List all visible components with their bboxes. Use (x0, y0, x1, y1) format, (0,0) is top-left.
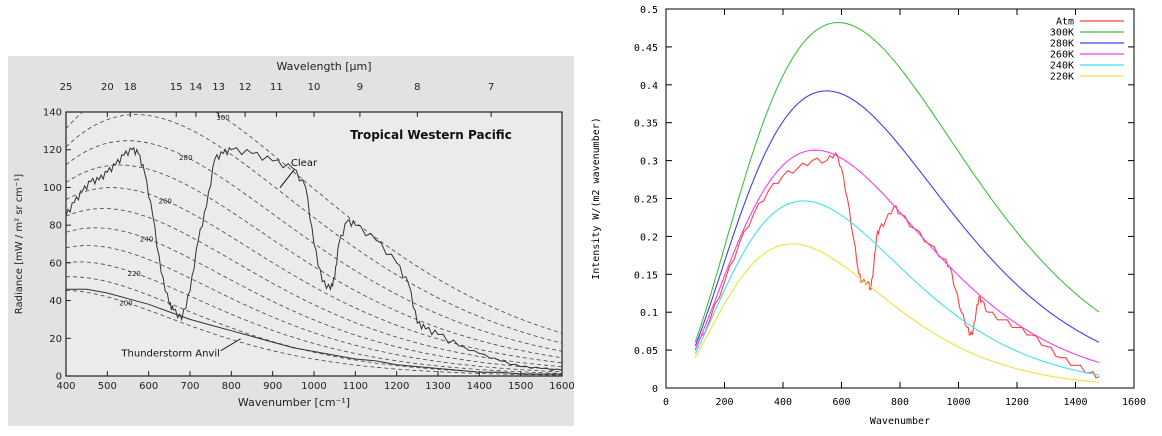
right-y-axis-label: Intensity W/(m2 wavenumber) (591, 117, 602, 280)
left-y-tick-label: 0 (56, 372, 62, 383)
reference-curve-220K (66, 261, 562, 374)
right-x-tick-label: 1400 (1063, 397, 1087, 408)
left-y-tick-label: 40 (49, 296, 62, 307)
left-top-tick-label: 7 (488, 82, 494, 93)
right-x-tick-label: 200 (715, 397, 733, 408)
right-x-tick-label: 1200 (1005, 397, 1029, 408)
left-top-tick-label: 20 (101, 82, 114, 93)
reference-label-260: 260 (159, 197, 172, 205)
right-x-tick-label: 600 (832, 397, 850, 408)
reference-curve-290K (66, 114, 562, 344)
left-x-tick-label: 400 (56, 381, 75, 392)
left-top-tick-label: 10 (308, 82, 321, 93)
right-y-tick-label: 0.25 (634, 195, 658, 206)
left-x-tick-label: 1400 (467, 381, 492, 392)
left-top-axis-label: Wavelength [μm] (276, 60, 371, 73)
left-y-tick-label: 100 (43, 183, 62, 194)
right-y-tick-label: 0.4 (640, 81, 658, 92)
legend-label-300k: 300K (1050, 28, 1074, 39)
right-y-tick-label: 0 (652, 384, 658, 395)
reference-curve-230K (66, 245, 562, 373)
reference-curve-200K (66, 289, 562, 376)
right-y-tick-label: 0.35 (634, 119, 658, 130)
legend-label-280k: 280K (1050, 39, 1074, 50)
left-x-tick-label: 600 (139, 381, 158, 392)
reference-label-240: 240 (140, 236, 153, 244)
right-x-tick-label: 1000 (946, 397, 970, 408)
legend-label-atm: Atm (1056, 17, 1074, 28)
reference-curve-300K (66, 112, 562, 334)
left-x-tick-label: 800 (222, 381, 241, 392)
right-x-tick-label: 800 (891, 397, 909, 408)
left-x-axis-label: Wavenumber [cm⁻¹] (238, 396, 350, 409)
left-top-tick-label: 25 (60, 82, 73, 93)
left-top-tick-label: 13 (212, 82, 225, 93)
left-x-tick-label: 1200 (384, 381, 409, 392)
legend-label-220k: 220K (1050, 72, 1074, 83)
legend-label-240k: 240K (1050, 61, 1074, 72)
left-y-tick-label: 60 (49, 258, 62, 269)
right-x-tick-label: 0 (663, 397, 669, 408)
left-x-tick-label: 700 (180, 381, 199, 392)
annotation-anvil-arrow (220, 338, 241, 352)
left-top-tick-label: 14 (190, 82, 203, 93)
right-x-axis-label: Wavenumber (870, 416, 930, 427)
left-chart-title: Tropical Western Pacific (350, 128, 512, 142)
series-line-300k (694, 21, 1100, 343)
annotation-clear: Clear (291, 158, 318, 169)
right-x-tick-label: 1600 (1122, 397, 1146, 408)
left-x-tick-label: 1100 (343, 381, 368, 392)
left-x-tick-label: 1000 (301, 381, 326, 392)
right-y-tick-label: 0.5 (640, 5, 658, 16)
reference-label-200: 200 (119, 299, 132, 307)
right-y-tick-label: 0.2 (640, 232, 658, 243)
reference-curve-240K (66, 227, 562, 371)
left-x-tick-label: 1300 (425, 381, 450, 392)
left-x-tick-label: 900 (263, 381, 282, 392)
right-chart-panel: 0 200 400 600 800 1000 1200 1400 1600 Wavenumber 0… (586, 0, 1162, 432)
spectrum-clear (66, 146, 562, 371)
right-y-tick-label: 0.1 (640, 308, 658, 319)
right-y-tick-label: 0.3 (640, 157, 658, 168)
reference-curve-270K (66, 164, 562, 359)
left-x-tick-label: 500 (98, 381, 117, 392)
annotation-clear-arrow (279, 169, 295, 189)
left-x-tick-label: 1600 (549, 381, 574, 392)
left-top-tick-label: 8 (414, 82, 420, 93)
series-line-260k (694, 149, 1100, 364)
right-x-tick-label: 400 (774, 397, 792, 408)
reference-label-300: 300 (216, 114, 229, 122)
annotation-thunderstorm-anvil: Thunderstorm Anvil (120, 349, 220, 360)
left-y-tick-label: 140 (43, 108, 62, 119)
right-y-tick-label: 0.15 (634, 270, 658, 281)
reference-label-220: 220 (128, 270, 141, 278)
left-top-tick-label: 15 (170, 82, 183, 93)
left-y-tick-label: 80 (49, 221, 62, 232)
series-line-220k (694, 243, 1099, 383)
legend-label-260k: 260K (1050, 50, 1074, 61)
right-y-tick-label: 0.45 (634, 43, 658, 54)
spectrum-thunderstorm-anvil (66, 288, 562, 375)
left-top-tick-label: 12 (239, 82, 252, 93)
left-top-tick-label: 18 (124, 82, 137, 93)
left-y-axis-label: Radiance [mW / m² sr cm⁻¹] (14, 174, 25, 314)
right-y-tick-label: 0.05 (634, 346, 658, 357)
left-x-tick-label: 1500 (508, 381, 533, 392)
right-chart-svg: 0 200 400 600 800 1000 1200 1400 1600 Wavenumber 0… (591, 5, 1146, 427)
reference-label-280: 280 (179, 154, 192, 162)
reference-curve-250K (66, 208, 562, 368)
series-line-240k (694, 200, 1099, 376)
left-y-tick-label: 20 (49, 334, 62, 345)
series-line-280k (694, 90, 1100, 346)
left-top-tick-label: 11 (270, 82, 283, 93)
left-y-tick-label: 120 (43, 145, 62, 156)
right-plot-frame (665, 8, 1135, 389)
left-top-tick-label: 9 (357, 82, 363, 93)
left-chart-panel: Wavelength [μm] 25 20 18 15 14 13 12 11 10 9 8 7 400 5… (8, 56, 575, 426)
